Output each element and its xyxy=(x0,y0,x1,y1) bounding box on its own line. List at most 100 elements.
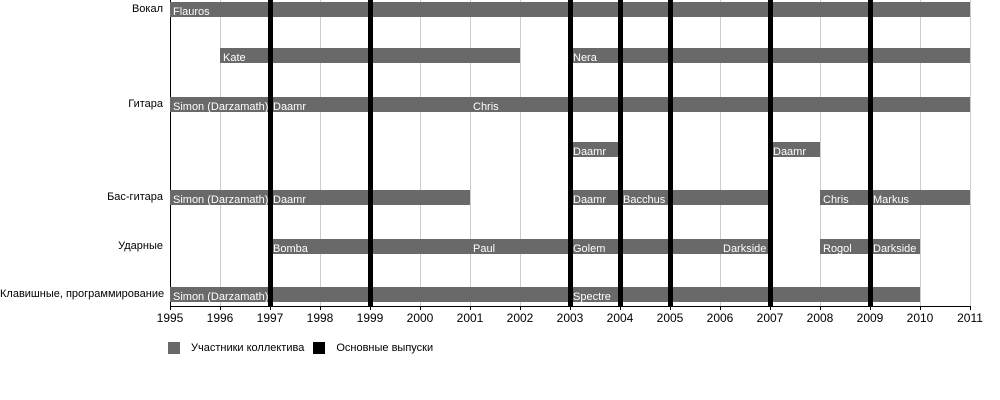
axis-tick xyxy=(269,306,271,310)
row-label: Вокал xyxy=(131,3,163,15)
row-label: Гитара xyxy=(128,98,163,110)
axis-tick xyxy=(769,306,771,310)
member-bar: Rogol xyxy=(820,239,870,254)
member-bar-label: Chris xyxy=(473,101,499,112)
release-line xyxy=(367,0,373,306)
member-bar: Daamr xyxy=(570,142,620,157)
year-label: 2011 xyxy=(957,311,983,325)
axis-tick xyxy=(419,306,421,310)
member-bar-label: Rogol xyxy=(823,243,852,254)
member-bar: Golem xyxy=(570,239,720,254)
year-label: 1999 xyxy=(356,311,384,325)
member-bar-label: Kate xyxy=(223,52,246,63)
axis-tick xyxy=(569,306,571,310)
member-bar: Darkside xyxy=(870,239,920,254)
axis-tick xyxy=(369,306,371,310)
axis-tick xyxy=(469,306,471,310)
member-bar-label: Daamr xyxy=(573,146,607,157)
gridline-year xyxy=(419,0,421,306)
member-bar-label: Simon (Darzamath) xyxy=(173,101,269,112)
releases-legend-label: Основные выпуски xyxy=(336,342,434,354)
member-bar-label: Darkside xyxy=(723,243,767,254)
gridline-year xyxy=(919,0,921,306)
member-bar-label: Daamr xyxy=(273,101,307,112)
year-label: 2001 xyxy=(456,311,484,325)
year-label: 2006 xyxy=(706,311,734,325)
gridline-year xyxy=(719,0,721,306)
release-line xyxy=(267,0,273,306)
year-label: 2000 xyxy=(406,311,434,325)
member-bar: Chris xyxy=(820,190,870,205)
member-bar: Paul xyxy=(470,239,570,254)
member-bar: Spectre xyxy=(570,287,920,302)
member-bar-label: Chris xyxy=(823,194,849,205)
release-line xyxy=(617,0,623,306)
member-bar: Simon (Darzamath) xyxy=(170,97,270,112)
member-bar: Markus xyxy=(870,190,970,205)
member-bar: Daamr xyxy=(570,190,620,205)
member-bar-label: Flauros xyxy=(173,6,210,17)
axis-tick xyxy=(219,306,221,310)
axis-tick xyxy=(969,306,971,310)
member-bar: Daamr xyxy=(770,142,820,157)
axis-tick xyxy=(519,306,521,310)
year-label: 2008 xyxy=(806,311,834,325)
axis-tick xyxy=(319,306,321,310)
year-label: 1998 xyxy=(306,311,334,325)
release-line xyxy=(567,0,573,306)
year-label: 2009 xyxy=(856,311,884,325)
year-label: 2003 xyxy=(556,311,584,325)
year-label: 1997 xyxy=(256,311,284,325)
axis-tick xyxy=(919,306,921,310)
release-line xyxy=(767,0,773,306)
axis-tick xyxy=(819,306,821,310)
axis-tick xyxy=(169,306,171,310)
member-bar-label: Spectre xyxy=(573,291,611,302)
release-line xyxy=(667,0,673,306)
axis-tick xyxy=(619,306,621,310)
release-line xyxy=(867,0,873,306)
member-bar-label: Bomba xyxy=(273,243,308,254)
year-label: 2004 xyxy=(606,311,634,325)
row-label: Ударные xyxy=(118,240,163,252)
gridline-year xyxy=(219,0,221,306)
member-bar-label: Daamr xyxy=(773,146,807,157)
year-label: 2007 xyxy=(756,311,784,325)
member-bar-label: Nera xyxy=(573,52,597,63)
member-bar-label: Daamr xyxy=(573,194,607,205)
member-bar-label: Simon (Darzamath) xyxy=(173,194,269,205)
axis-tick xyxy=(719,306,721,310)
member-bar-label: Bacchus xyxy=(623,194,666,205)
year-label: 2010 xyxy=(906,311,934,325)
axis-tick xyxy=(869,306,871,310)
member-bar: Bacchus xyxy=(620,190,770,205)
year-label: 2005 xyxy=(656,311,684,325)
x-axis-line xyxy=(170,306,970,307)
gridline-year xyxy=(969,0,971,306)
member-bar: Chris xyxy=(470,97,970,112)
member-bar-label: Markus xyxy=(873,194,910,205)
member-bar-label: Paul xyxy=(473,243,496,254)
year-label: 1995 xyxy=(156,311,184,325)
y-axis-line xyxy=(170,0,171,306)
member-bar-label: Darkside xyxy=(873,243,917,254)
member-bar: Darkside xyxy=(720,239,770,254)
member-bar-label: Daamr xyxy=(273,194,307,205)
year-label: 1996 xyxy=(206,311,234,325)
gridline-year xyxy=(819,0,821,306)
member-bar-label: Simon (Darzamath) xyxy=(173,291,269,302)
axis-tick xyxy=(669,306,671,310)
releases-legend-swatch xyxy=(313,342,326,354)
row-label: Клавишные, программирование xyxy=(0,288,165,300)
member-bar-label: Golem xyxy=(573,243,606,254)
year-label: 2002 xyxy=(506,311,534,325)
row-label: Бас-гитара xyxy=(107,191,163,203)
member-bar: Simon (Darzamath) xyxy=(170,190,270,205)
legend: Участники коллектива Основные выпуски xyxy=(168,342,433,354)
members-legend-swatch xyxy=(168,342,180,354)
members-legend-label: Участники коллектива xyxy=(191,342,305,354)
gridline-year xyxy=(319,0,321,306)
gridline-year xyxy=(469,0,471,306)
gridline-year xyxy=(519,0,521,306)
